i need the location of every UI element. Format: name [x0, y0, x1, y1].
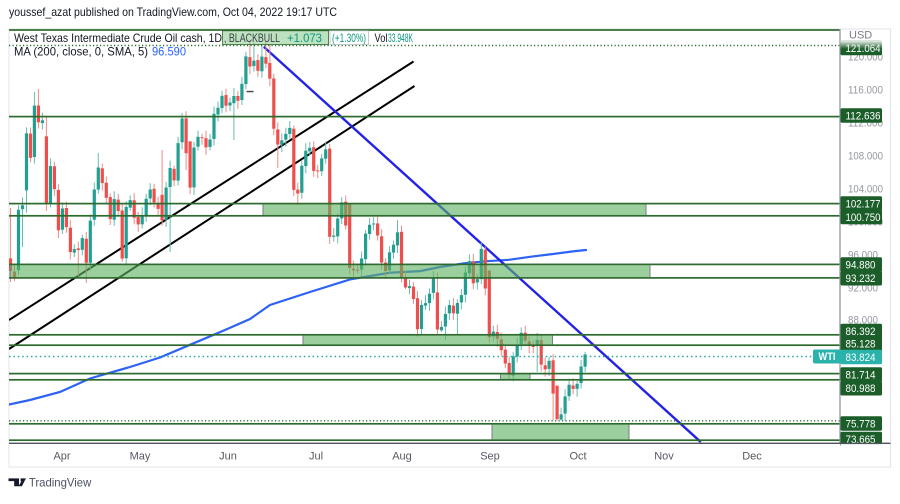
svg-text:Dec: Dec — [742, 451, 762, 463]
svg-text:youssef_azat published on Trad: youssef_azat published on TradingView.co… — [9, 5, 337, 19]
svg-text:75.778: 75.778 — [846, 418, 876, 430]
svg-text:(+1.30%): (+1.30%) — [332, 31, 366, 45]
svg-text:108.000: 108.000 — [848, 151, 883, 163]
svg-text:88.000: 88.000 — [848, 315, 878, 327]
svg-text:Oct: Oct — [569, 451, 586, 463]
svg-text:96.590: 96.590 — [152, 44, 186, 58]
svg-text:Jul: Jul — [309, 451, 323, 463]
svg-text:Nov: Nov — [654, 451, 674, 463]
svg-text:Sep: Sep — [480, 451, 500, 463]
svg-text:Jun: Jun — [219, 451, 237, 463]
svg-text:May: May — [130, 451, 151, 463]
svg-text:80.988: 80.988 — [846, 383, 876, 395]
svg-text:94.880: 94.880 — [846, 259, 876, 271]
svg-text:WTI: WTI — [819, 351, 836, 363]
svg-text:, BLACKBULL: , BLACKBULL — [224, 31, 280, 45]
svg-text:Apr: Apr — [53, 451, 70, 463]
svg-text:Aug: Aug — [392, 451, 412, 463]
svg-text:MA (200, close, 0, SMA, 5): MA (200, close, 0, SMA, 5) — [14, 44, 148, 58]
svg-text:85.128: 85.128 — [846, 339, 876, 351]
svg-text:104.000: 104.000 — [848, 184, 883, 196]
svg-text:Vol: Vol — [375, 31, 388, 45]
svg-text:33.948K: 33.948K — [388, 31, 413, 45]
svg-text:116.000: 116.000 — [848, 85, 883, 97]
svg-text:100.750: 100.750 — [846, 212, 881, 224]
svg-text:93.232: 93.232 — [846, 273, 876, 285]
svg-text:83.824: 83.824 — [846, 352, 876, 364]
svg-text:USD: USD — [849, 30, 872, 42]
svg-text:TradingView: TradingView — [29, 476, 92, 490]
svg-text:West Texas Intermediate Crude: West Texas Intermediate Crude Oil cash, … — [14, 31, 222, 45]
svg-text:86.392: 86.392 — [846, 326, 876, 338]
svg-text:81.714: 81.714 — [846, 369, 876, 381]
svg-text:+1.073: +1.073 — [287, 31, 322, 45]
svg-text:102.177: 102.177 — [846, 198, 881, 210]
svg-text:112.636: 112.636 — [846, 110, 881, 122]
